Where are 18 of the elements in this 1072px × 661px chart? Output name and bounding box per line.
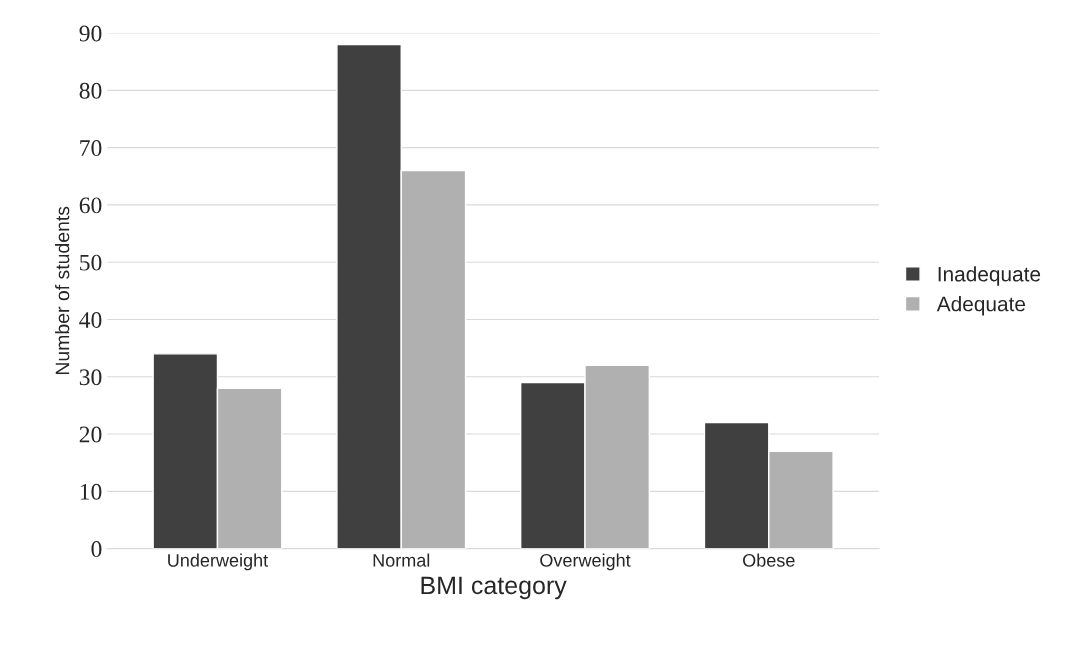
x-tick-label: Obese [743,553,795,567]
y-tick-label: 70 [80,140,102,157]
y-tick-label: 90 [79,25,102,42]
legend-label: Adequate [936,296,1026,316]
y-tick-label: 0 [91,541,102,558]
x-axis-title: BMI category [421,576,567,600]
x-tick-label: Overweight [540,553,631,571]
y-tick-label: 50 [80,254,102,271]
x-tick-label: Normal [373,553,430,567]
y-tick-label: 10 [80,483,102,500]
y-tick-label: 20 [79,426,102,443]
x-tick-label: Underweight [168,553,269,571]
legend-label: Inadequate [938,266,1041,286]
y-tick-label: 80 [79,82,102,99]
y-axis-title: Number of students [55,206,70,375]
y-tick-label: 60 [79,197,102,214]
y-tick-label: 30 [79,369,102,386]
y-tick-label: 40 [79,311,102,328]
